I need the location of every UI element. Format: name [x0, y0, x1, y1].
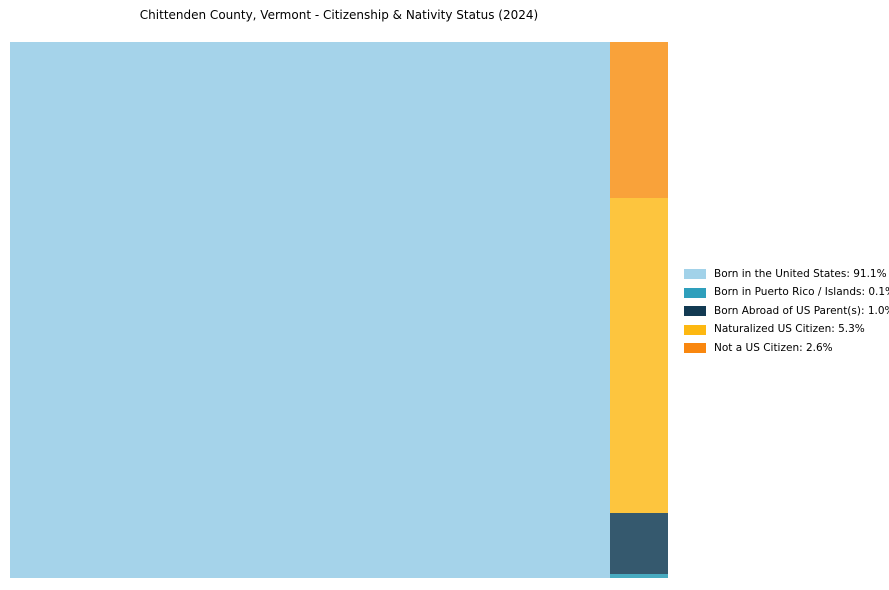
legend-item-born-in-us: Born in the United States: 91.1%	[684, 265, 889, 284]
legend-label-born-abroad-us-parents: Born Abroad of US Parent(s): 1.0%	[714, 304, 889, 317]
chart-title: Chittenden County, Vermont - Citizenship…	[139, 8, 539, 22]
legend-item-naturalized-us-citizen: Naturalized US Citizen: 5.3%	[684, 321, 889, 340]
legend-label-born-in-us: Born in the United States: 91.1%	[714, 267, 887, 280]
treemap-tile-born-in-us	[10, 42, 610, 578]
legend-item-born-abroad-us-parents: Born Abroad of US Parent(s): 1.0%	[684, 302, 889, 321]
legend-label-naturalized-us-citizen: Naturalized US Citizen: 5.3%	[714, 323, 865, 336]
treemap-tile-naturalized-us-citizen	[610, 198, 668, 513]
treemap-tile-not-us-citizen	[610, 42, 668, 198]
legend-swatch-born-abroad-us-parents	[684, 306, 706, 317]
legend-swatch-not-us-citizen	[684, 343, 706, 354]
legend: Born in the United States: 91.1% Born in…	[684, 265, 889, 358]
legend-label-not-us-citizen: Not a US Citizen: 2.6%	[714, 341, 833, 354]
legend-swatch-naturalized-us-citizen	[684, 324, 706, 335]
treemap-plot-area	[10, 42, 668, 578]
legend-item-not-us-citizen: Not a US Citizen: 2.6%	[684, 339, 889, 358]
legend-swatch-born-in-us	[684, 269, 706, 280]
legend-swatch-born-pr-islands	[684, 287, 706, 298]
legend-label-born-pr-islands: Born in Puerto Rico / Islands: 0.1%	[714, 286, 889, 299]
legend-item-born-pr-islands: Born in Puerto Rico / Islands: 0.1%	[684, 284, 889, 303]
treemap-tile-born-pr-islands	[610, 574, 668, 578]
treemap-tile-born-abroad-us-parents	[610, 513, 668, 574]
